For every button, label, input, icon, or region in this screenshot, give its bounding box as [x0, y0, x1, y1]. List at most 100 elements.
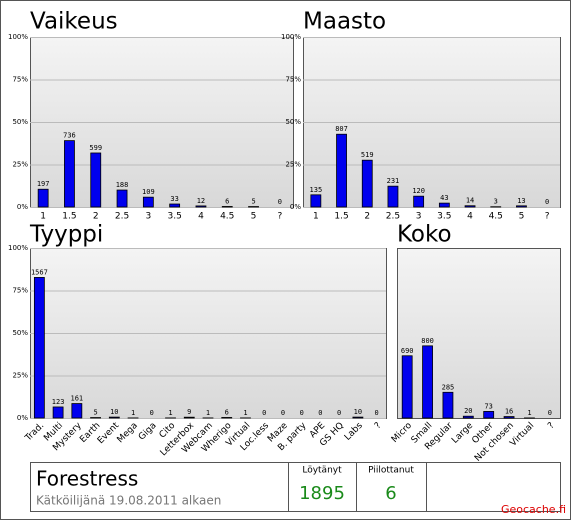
value-label: 0: [545, 198, 549, 206]
value-label: 736: [63, 132, 76, 140]
x-tick-label: 5: [251, 212, 257, 222]
x-tick-label: 3.5: [167, 212, 181, 222]
y-tick-label: 100%: [281, 33, 301, 41]
value-label: 800: [421, 337, 434, 345]
value-label: 161: [71, 395, 84, 403]
x-tick-label: 1: [313, 212, 319, 222]
value-label: 1: [131, 409, 135, 417]
chart-title: Koko: [397, 222, 452, 248]
bar: [516, 206, 526, 207]
value-label: 1: [168, 409, 172, 417]
bar: [184, 417, 194, 418]
bar: [463, 416, 473, 418]
value-label: 0: [318, 409, 322, 417]
value-label: 0: [278, 198, 282, 206]
bar: [222, 206, 232, 207]
value-label: 807: [335, 125, 348, 133]
hidden-count: 6: [385, 483, 396, 504]
y-tick-label: 25%: [12, 161, 28, 169]
bar: [402, 356, 412, 418]
chart-title: Vaikeus: [30, 9, 118, 35]
value-label: 0: [375, 409, 379, 417]
value-label: 231: [387, 177, 400, 185]
y-tick-label: 0%: [290, 203, 301, 211]
bar: [484, 411, 494, 418]
y-tick-label: 100%: [8, 33, 28, 41]
bar: [465, 206, 475, 207]
value-label: 109: [142, 188, 155, 196]
value-label: 10: [110, 408, 118, 416]
value-label: 20: [464, 407, 472, 415]
value-label: 0: [262, 409, 266, 417]
x-tick-label: 2: [364, 212, 370, 222]
y-tick-label: 75%: [12, 287, 28, 295]
value-label: 285: [442, 383, 455, 391]
value-label: 188: [116, 181, 129, 189]
bar: [143, 197, 153, 207]
bar: [34, 277, 44, 418]
bar: [170, 204, 180, 207]
x-tick-label: 5: [519, 212, 525, 222]
footer-link: Geocache.fi: [501, 503, 566, 516]
value-label: 73: [484, 402, 492, 410]
value-label: 135: [310, 186, 323, 194]
value-label: 33: [170, 195, 178, 203]
x-tick-label: 4: [198, 212, 204, 222]
value-label: 12: [197, 197, 205, 205]
value-label: 5: [93, 409, 97, 417]
bar: [64, 141, 74, 207]
value-label: 1: [206, 409, 210, 417]
found-label: Löytänyt: [302, 466, 342, 476]
value-label: 0: [300, 409, 304, 417]
bar: [196, 206, 206, 207]
value-label: 3: [494, 198, 498, 206]
bar: [414, 196, 424, 207]
x-tick-label: 2.5: [386, 212, 400, 222]
y-tick-label: 50%: [285, 118, 301, 126]
x-tick-label: 4.5: [220, 212, 234, 222]
bar: [353, 417, 363, 418]
y-tick-label: 75%: [285, 76, 301, 84]
y-tick-label: 25%: [285, 161, 301, 169]
hidden-label: Piilottanut: [368, 466, 414, 476]
y-tick-label: 0%: [17, 414, 28, 422]
value-label: 1: [527, 409, 531, 417]
bar: [91, 153, 101, 207]
value-label: 197: [37, 180, 50, 188]
value-label: 13: [517, 197, 525, 205]
x-tick-label: ?: [545, 212, 550, 222]
x-tick-label: 2: [93, 212, 99, 222]
profile-name: Forestress: [36, 467, 138, 491]
chart-title: Maasto: [303, 9, 386, 35]
value-label: 9: [187, 408, 191, 416]
value-label: 1567: [31, 268, 48, 276]
x-tick-label: 4.5: [489, 212, 503, 222]
value-label: 1: [243, 409, 247, 417]
bar: [311, 195, 321, 207]
bar: [38, 189, 48, 207]
x-tick-label: 2.5: [115, 212, 129, 222]
chart-title: Tyyppi: [29, 222, 103, 248]
y-tick-label: 100%: [8, 244, 28, 252]
bar: [443, 392, 453, 418]
value-label: 10: [354, 408, 362, 416]
bar: [388, 186, 398, 207]
y-tick-label: 25%: [12, 372, 28, 380]
bar: [439, 203, 449, 207]
x-tick-label: 3.5: [437, 212, 451, 222]
value-label: 123: [52, 398, 65, 406]
bar: [423, 346, 433, 418]
bar: [222, 417, 232, 418]
value-label: 599: [89, 144, 102, 152]
bar: [504, 417, 514, 418]
value-label: 0: [337, 409, 341, 417]
y-tick-label: 50%: [12, 118, 28, 126]
bar: [53, 407, 63, 418]
value-label: 0: [281, 409, 285, 417]
value-label: 6: [225, 408, 229, 416]
value-label: 0: [548, 409, 552, 417]
value-label: 120: [412, 187, 425, 195]
y-tick-label: 75%: [12, 76, 28, 84]
bar: [117, 190, 127, 207]
x-tick-label: 1: [40, 212, 46, 222]
